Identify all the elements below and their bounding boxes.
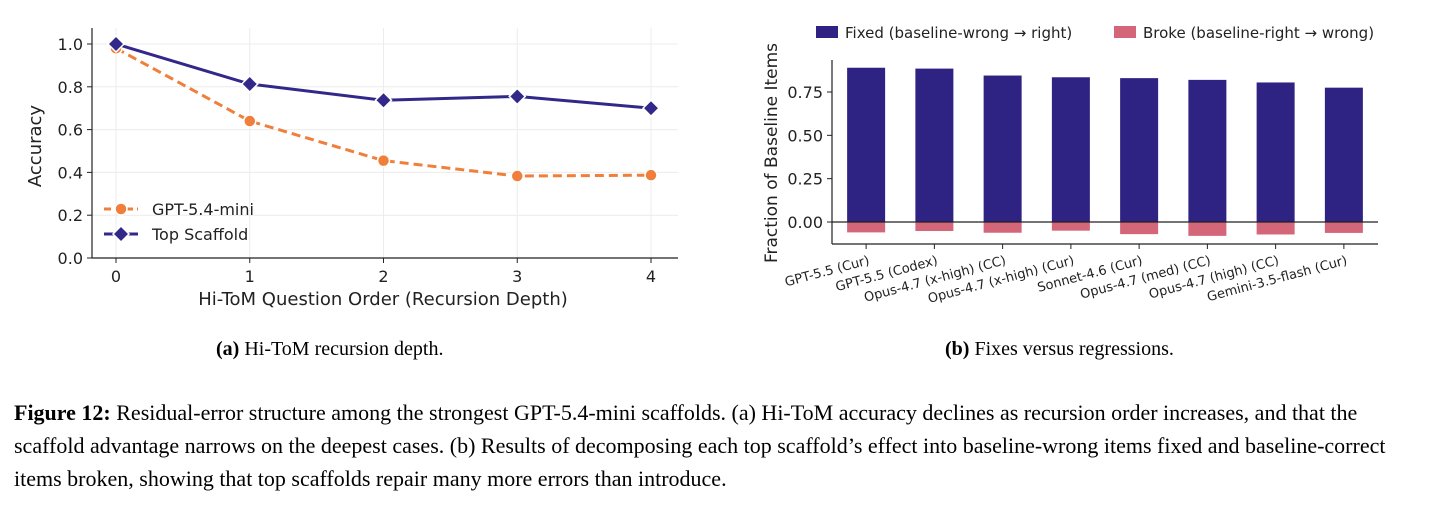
legend-label: Top Scaffold [151, 225, 248, 244]
legend-label: GPT-5.4-mini [152, 200, 254, 219]
bar-broke [1188, 222, 1227, 236]
legend-label: Fixed (baseline-wrong → right) [845, 24, 1072, 42]
data-point-diamond [106, 34, 126, 54]
bar-fixed [1120, 78, 1159, 222]
bar-fixed [1256, 82, 1295, 222]
legend-marker-circle [114, 202, 128, 216]
bar-broke [1120, 222, 1159, 235]
bar-broke [1324, 222, 1363, 233]
chart-a-recursion-depth: 0.0 0.2 0.4 0.6 0.8 1.0 0 1 2 3 4 Hi-ToM Question O… [25, 28, 678, 310]
bar-fixed [1051, 77, 1090, 223]
y-tick-label: 0.6 [58, 121, 83, 140]
data-point-circle [644, 168, 658, 182]
data-point-circle [376, 153, 391, 168]
bar-fixed [983, 75, 1022, 223]
x-tick-label: 3 [512, 267, 522, 286]
bar-broke [847, 222, 886, 233]
y-tick-label: 1.0 [58, 35, 83, 54]
data-point-diamond [508, 87, 527, 106]
subcaption-b: (b) Fixes versus regressions. [945, 338, 1174, 360]
series-line-1 [115, 46, 652, 178]
data-point-circle [510, 169, 524, 183]
data-point-diamond [240, 74, 259, 94]
x-axis-label: Hi-ToM Question Order (Recursion Depth) [198, 289, 568, 310]
y-tick-label: 0.0 [58, 249, 83, 268]
y-axis-label: Accuracy [25, 105, 46, 188]
bar-fixed [915, 68, 954, 222]
y-tick-label: 0.25 [787, 170, 823, 189]
legend-label: Broke (baseline-right → wrong) [1143, 24, 1374, 42]
subcaption-a: (a) Hi-ToM recursion depth. [216, 338, 444, 360]
bar-broke [1256, 222, 1295, 235]
y-tick-label: 0.2 [58, 206, 83, 225]
legend-swatch [816, 26, 838, 38]
y-tick-label: 0.4 [58, 163, 83, 182]
bar-broke [915, 222, 954, 232]
data-point-diamond [641, 99, 661, 118]
caption-text: Residual-error structure among the stron… [14, 400, 1386, 491]
x-tick-label: 1 [245, 267, 255, 286]
y-tick-label: 0.8 [58, 78, 83, 97]
data-point-circle [243, 114, 257, 128]
x-tick-label: 4 [646, 267, 656, 286]
figure-canvas: 0.0 0.2 0.4 0.6 0.8 1.0 0 1 2 3 4 Hi-ToM Question O… [25, 24, 1378, 310]
y-axis-label: Fraction of Baseline Items [762, 43, 782, 263]
caption-label: Figure 12: [14, 400, 111, 425]
legend-marker-diamond [111, 224, 131, 244]
bar-broke [1051, 222, 1090, 231]
bar-fixed [1188, 79, 1227, 222]
y-tick-label: 0.50 [787, 126, 823, 145]
data-point-diamond [374, 91, 393, 110]
y-tick-label: 0.00 [787, 213, 823, 232]
bar-broke [983, 222, 1022, 233]
x-tick-label: 0 [111, 267, 121, 286]
x-tick-label: 2 [378, 267, 388, 286]
figure-caption: Figure 12: Residual-error structure amon… [14, 396, 1424, 495]
legend-swatch [1114, 26, 1136, 38]
y-tick-label: 0.75 [787, 83, 823, 102]
bar-fixed [847, 67, 886, 222]
bar-fixed [1324, 87, 1363, 223]
